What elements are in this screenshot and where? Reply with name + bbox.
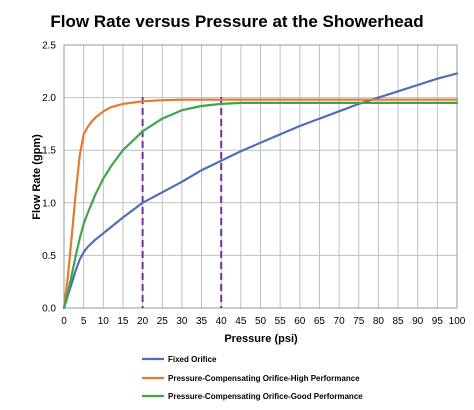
x-tick-16: 80	[373, 316, 385, 327]
y-tick-labels: 0.0 0.5 1.0 1.5 2.0 2.5	[42, 41, 56, 315]
x-tick-labels: 0 5 10 15 20 25 30 35 40 45 50 55 60 65 70 75 80 85 90 95 10…	[61, 316, 466, 327]
x-tick-12: 60	[294, 316, 306, 327]
series-lines	[62, 72, 459, 310]
legend-label-0: Fixed Orifice	[168, 355, 217, 364]
x-tick-3: 15	[117, 316, 129, 327]
y-axis-label: Flow Rate (gpm)	[31, 134, 43, 220]
x-tick-11: 55	[275, 316, 287, 327]
legend-label-2: Pressure-Compensating Orifice-Good Perfo…	[168, 392, 363, 401]
x-tick-14: 70	[334, 316, 346, 327]
x-tick-1: 5	[81, 316, 87, 327]
axes	[63, 44, 458, 309]
x-tick-18: 90	[412, 316, 424, 327]
legend: Fixed Orifice Pressure-Compensating Orifi…	[142, 355, 363, 401]
y-tick-3: 1.5	[42, 146, 56, 157]
grid-lines	[63, 44, 458, 309]
x-tick-8: 40	[216, 316, 228, 327]
series-line-2	[62, 101, 459, 310]
x-axis-label: Pressure (psi)	[224, 333, 298, 345]
x-tick-15: 75	[353, 316, 365, 327]
x-tick-13: 65	[314, 316, 326, 327]
x-tick-7: 35	[196, 316, 208, 327]
y-tick-4: 2.0	[42, 93, 56, 104]
y-tick-5: 2.5	[42, 41, 56, 52]
plot-frame	[63, 44, 458, 309]
x-tick-9: 45	[235, 316, 247, 327]
x-tick-2: 10	[98, 316, 110, 327]
legend-label-1: Pressure-Compensating Orifice-High Perfo…	[168, 374, 360, 383]
x-tick-19: 95	[432, 316, 444, 327]
x-tick-6: 30	[176, 316, 188, 327]
y-tick-2: 1.0	[42, 198, 56, 209]
y-tick-0: 0.0	[42, 304, 56, 315]
x-tick-17: 85	[392, 316, 404, 327]
x-tick-5: 25	[157, 316, 169, 327]
x-tick-20: 100	[449, 316, 466, 327]
y-tick-1: 0.5	[42, 251, 56, 262]
chart-title: Flow Rate versus Pressure at the Showerh…	[50, 12, 423, 31]
x-tick-0: 0	[61, 316, 67, 327]
x-tick-4: 20	[137, 316, 149, 327]
series-line-1	[62, 98, 459, 310]
x-tick-10: 50	[255, 316, 267, 327]
